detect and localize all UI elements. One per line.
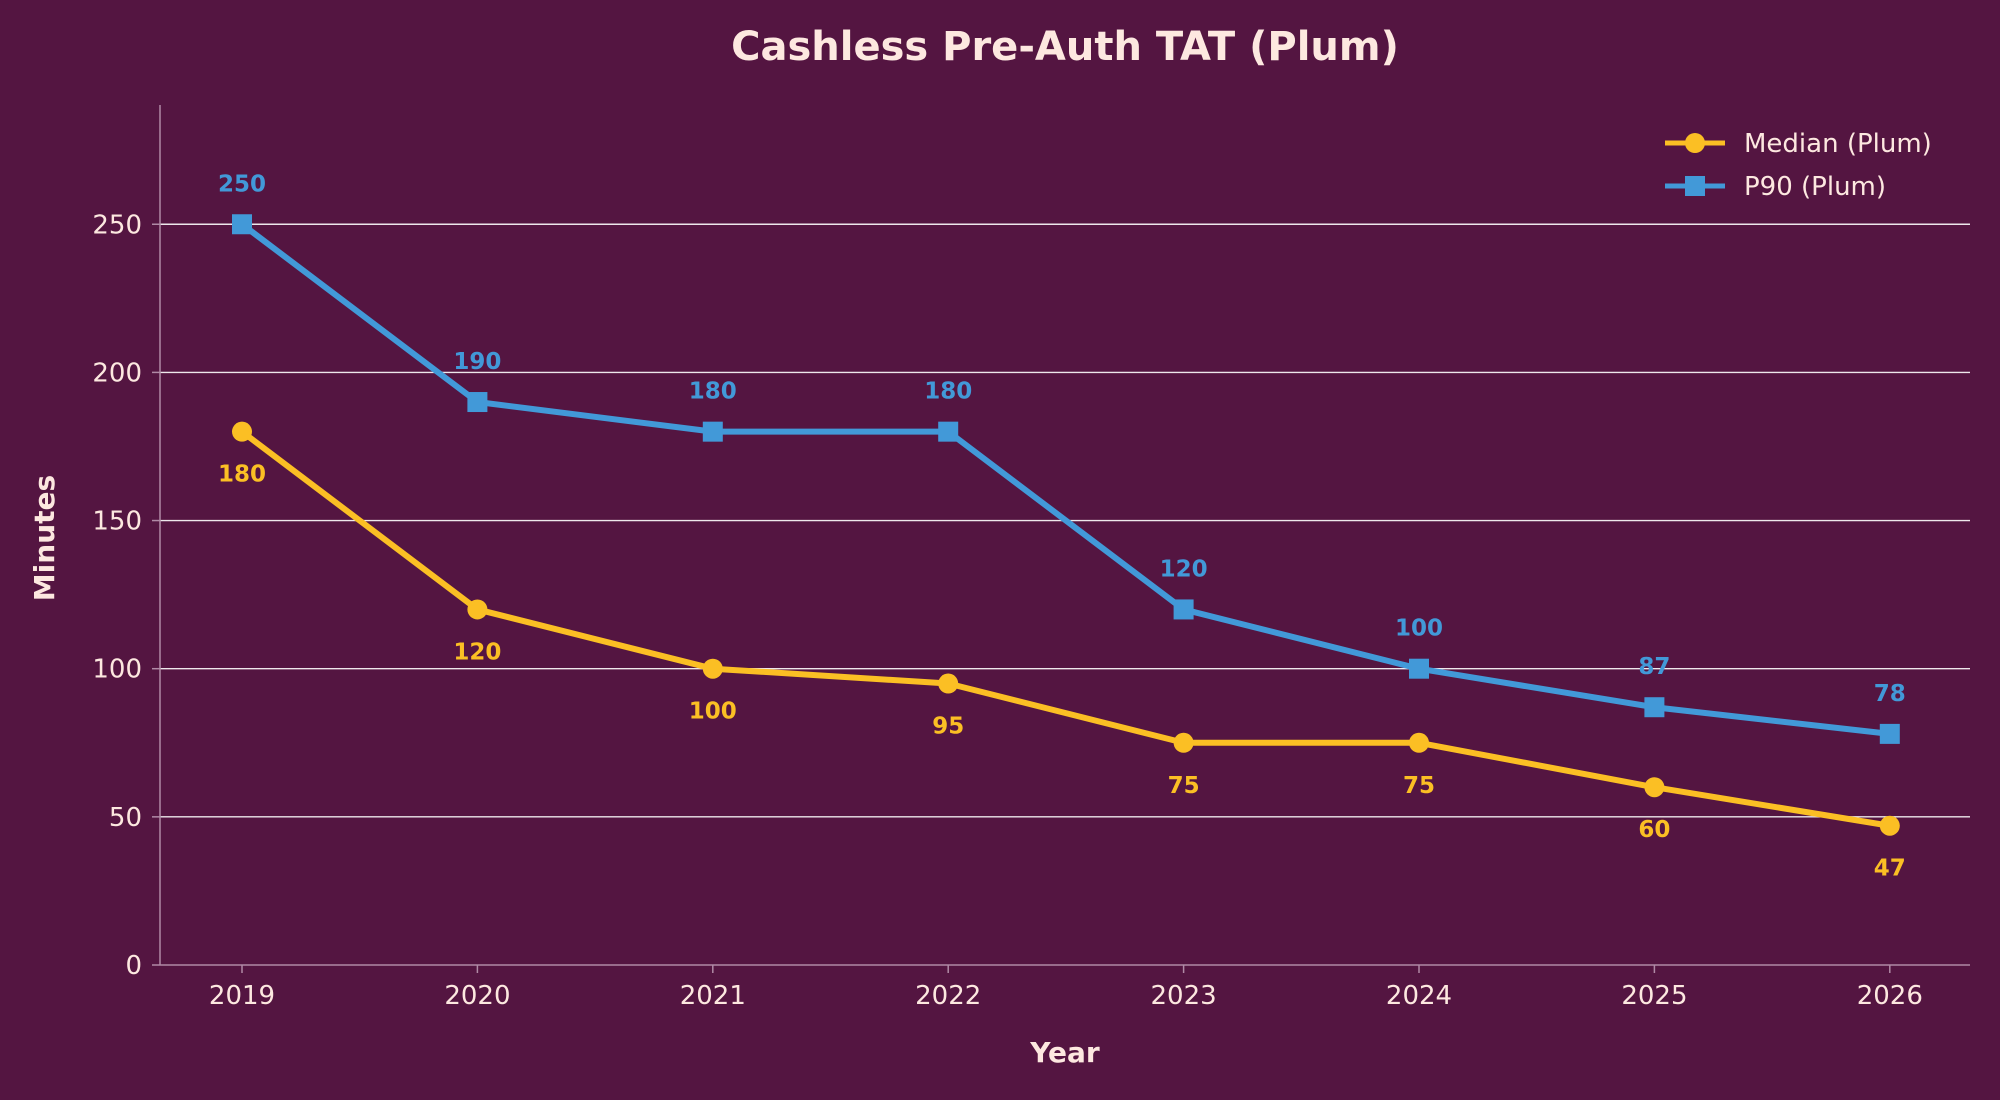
legend-label-p90: P90 (Plum) xyxy=(1744,172,1886,202)
marker-p90-2023 xyxy=(1173,599,1194,620)
data-label-p90-2026: 78 xyxy=(1874,681,1906,707)
y-tick-label-100: 100 xyxy=(92,655,142,685)
data-label-p90-2021: 180 xyxy=(689,379,737,405)
marker-median-2022 xyxy=(938,673,959,694)
marker-p90-2022 xyxy=(938,421,959,442)
y-tick-label-250: 250 xyxy=(92,210,142,240)
x-axis-ticks: 2019 2020 2021 2022 2023 2024 2025 2026 xyxy=(209,965,1923,1011)
marker-median-2025 xyxy=(1644,777,1665,798)
series-layer xyxy=(232,214,1900,836)
data-label-p90-2020: 190 xyxy=(453,349,501,375)
y-tick-label-200: 200 xyxy=(92,358,142,388)
x-tick-label-2025: 2025 xyxy=(1621,981,1687,1011)
marker-p90-2026 xyxy=(1879,723,1900,744)
marker-median-2020 xyxy=(467,599,488,620)
marker-p90-2019 xyxy=(232,214,252,235)
x-tick-label-2022: 2022 xyxy=(915,981,981,1011)
data-label-p90-2019: 250 xyxy=(218,171,266,197)
data-label-median-2024: 75 xyxy=(1403,773,1435,799)
marker-median-2023 xyxy=(1173,732,1194,753)
data-label-median-2020: 120 xyxy=(453,639,501,665)
legend: Median (Plum) P90 (Plum) xyxy=(1665,129,1932,202)
marker-median-2024 xyxy=(1409,732,1429,753)
marker-median-2026 xyxy=(1879,815,1900,836)
y-tick-label-50: 50 xyxy=(109,803,142,833)
data-label-median-2026: 47 xyxy=(1874,856,1906,882)
legend-label-median: Median (Plum) xyxy=(1744,129,1932,159)
data-label-p90-2022: 180 xyxy=(924,379,972,405)
y-tick-label-0: 0 xyxy=(125,951,142,981)
data-label-median-2023: 75 xyxy=(1168,773,1200,799)
x-tick-label-2020: 2020 xyxy=(444,981,510,1011)
y-axis-title: Minutes xyxy=(28,475,61,601)
data-labels: 180 120 100 95 75 75 60 47 250 190 180 180 120 100 87 7… xyxy=(218,171,1906,881)
marker-median-2019 xyxy=(232,421,252,442)
legend-p90-square-marker-icon xyxy=(1685,176,1705,196)
marker-median-2021 xyxy=(702,658,723,679)
x-tick-label-2024: 2024 xyxy=(1386,981,1452,1011)
data-label-p90-2025: 87 xyxy=(1638,654,1670,680)
legend-median-circle-marker-icon xyxy=(1685,133,1705,153)
y-axis-ticks: 0 50 100 150 200 250 xyxy=(92,210,160,981)
data-label-median-2022: 95 xyxy=(932,714,964,740)
x-axis-title: Year xyxy=(1029,1036,1100,1069)
x-tick-label-2021: 2021 xyxy=(680,981,746,1011)
y-tick-label-150: 150 xyxy=(92,507,142,537)
x-tick-label-2019: 2019 xyxy=(209,981,275,1011)
series-line-p90 xyxy=(239,221,1893,737)
x-tick-label-2023: 2023 xyxy=(1151,981,1217,1011)
x-tick-label-2026: 2026 xyxy=(1857,981,1923,1011)
marker-p90-2025 xyxy=(1644,697,1665,718)
data-label-median-2025: 60 xyxy=(1638,817,1670,843)
data-label-median-2021: 100 xyxy=(689,699,737,725)
data-label-p90-2023: 120 xyxy=(1160,556,1208,582)
marker-p90-2021 xyxy=(702,421,723,442)
data-label-p90-2024: 100 xyxy=(1395,616,1443,642)
chart-title: Cashless Pre-Auth TAT (Plum) xyxy=(731,24,1399,70)
series-line-median xyxy=(239,428,1893,829)
marker-p90-2020 xyxy=(467,392,488,413)
marker-p90-2024 xyxy=(1409,658,1429,679)
data-label-median-2019: 180 xyxy=(218,462,266,488)
